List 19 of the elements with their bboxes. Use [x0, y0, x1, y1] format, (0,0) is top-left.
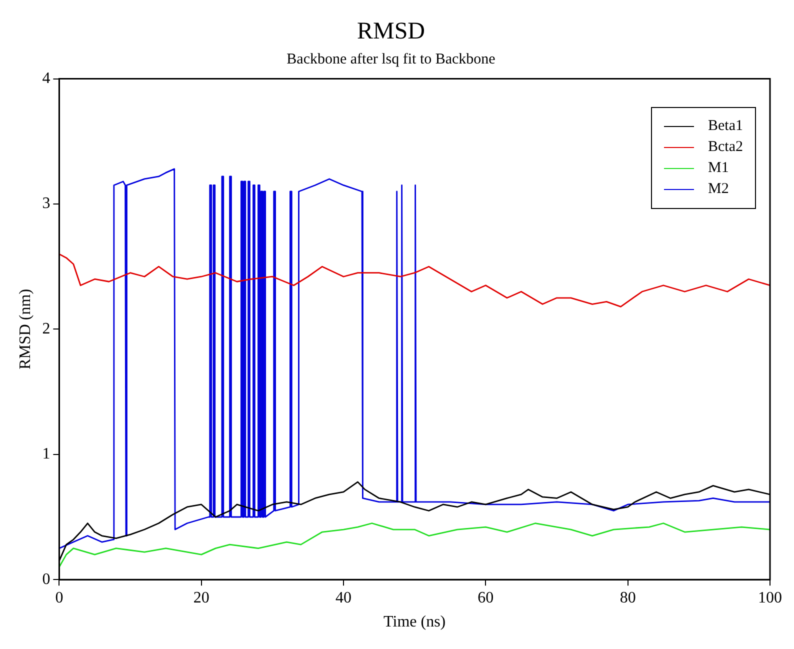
chart-title: RMSD [356, 18, 426, 45]
x-axis-title: Time (ns) [384, 614, 446, 631]
x-tick-label: 40 [336, 589, 352, 606]
x-tick-label: 0 [55, 589, 64, 606]
legend-label: M1 [708, 160, 729, 177]
y-tick-label: 4 [42, 70, 50, 88]
y-tick-label: 2 [42, 320, 50, 338]
y-axis-title: RMSD (nm) [16, 288, 34, 370]
chart-subtitle: Backbone after lsq fit to Backbone [286, 52, 496, 68]
x-tick-label: 80 [620, 589, 636, 606]
legend-label: Bcta2 [708, 138, 743, 156]
x-tick-label: 100 [758, 589, 782, 606]
y-tick-label: 1 [42, 446, 50, 463]
legend-label: Beta1 [708, 118, 743, 135]
legend-label: M2 [708, 180, 729, 198]
x-tick-label: 20 [193, 589, 210, 606]
x-tick-label: 60 [478, 589, 494, 606]
y-tick-label: 3 [42, 195, 50, 212]
y-tick-label: 0 [42, 570, 50, 588]
